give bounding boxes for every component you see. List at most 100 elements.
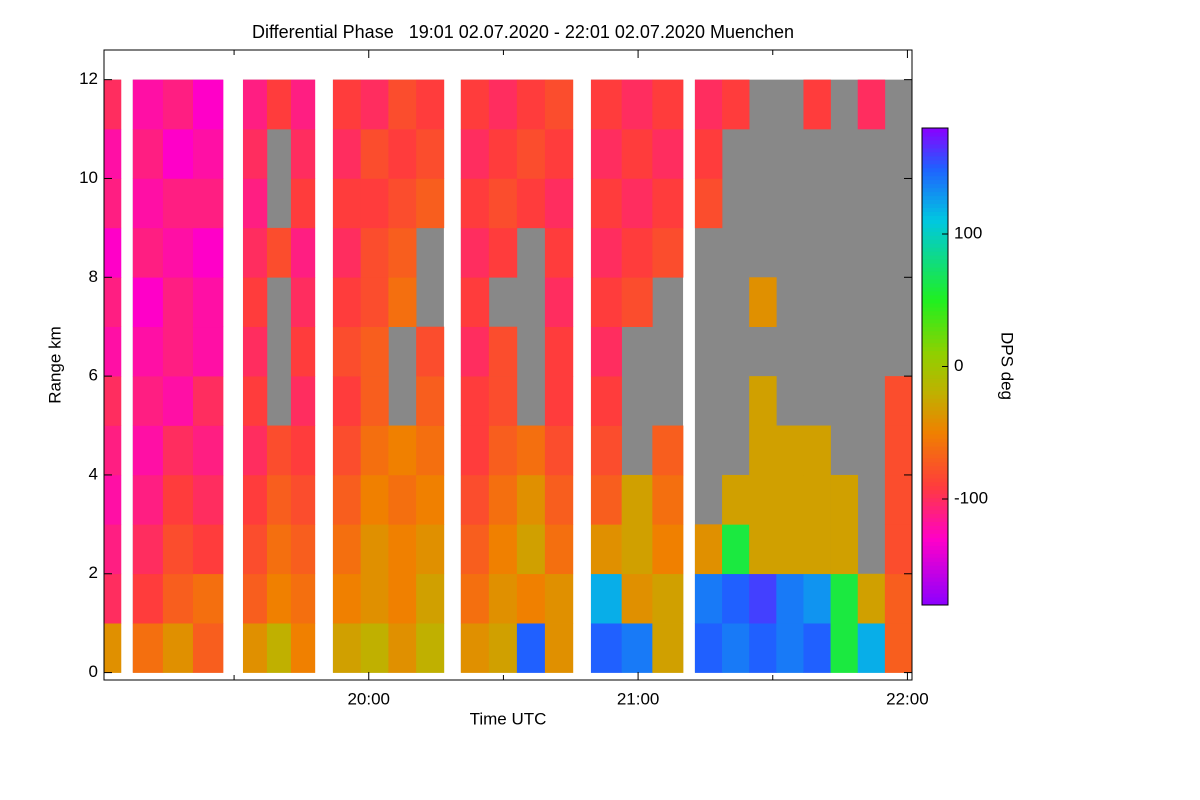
colorbar-step xyxy=(922,175,948,181)
heat-cell xyxy=(242,277,268,328)
colorbar-step xyxy=(922,203,948,208)
y-tick-label: 2 xyxy=(89,563,98,582)
heat-cell xyxy=(694,79,723,130)
heat-cell xyxy=(266,623,292,673)
colorbar-step xyxy=(922,283,948,288)
colorbar-step xyxy=(922,287,948,292)
colorbar-step xyxy=(922,418,948,423)
heat-cell xyxy=(162,524,194,575)
heat-cell xyxy=(132,425,164,476)
heat-cell xyxy=(332,623,361,673)
colorbar-step xyxy=(922,211,948,216)
y-axis-label: Range km xyxy=(45,326,64,403)
heat-cell xyxy=(290,623,316,673)
heat-cell xyxy=(104,277,122,328)
colorbar-step xyxy=(922,505,948,511)
heat-cell xyxy=(242,178,268,229)
heat-cell xyxy=(544,178,574,229)
heat-cell xyxy=(749,623,777,673)
colorbar-step xyxy=(922,155,948,161)
heat-cell xyxy=(544,129,574,179)
heat-cell xyxy=(266,474,292,525)
heat-cell xyxy=(416,474,445,525)
colorbar-step xyxy=(922,370,948,375)
heat-cell xyxy=(652,623,684,673)
heat-cell xyxy=(590,326,622,377)
heat-cell xyxy=(360,376,389,426)
heat-cell xyxy=(388,524,417,575)
heat-cell xyxy=(104,623,122,673)
colorbar-step xyxy=(922,438,948,443)
colorbar-step xyxy=(922,378,948,383)
heat-cell xyxy=(332,376,361,426)
colorbar-step xyxy=(922,251,948,256)
heat-cell xyxy=(162,425,194,476)
heat-cell xyxy=(290,524,316,575)
heat-cell xyxy=(266,573,292,624)
heat-cell xyxy=(722,79,750,130)
heat-cell xyxy=(132,326,164,377)
colorbar-step xyxy=(922,199,948,205)
colorbar-step xyxy=(922,322,948,328)
heat-cell xyxy=(290,178,316,229)
colorbar-step xyxy=(922,259,948,264)
heat-cell xyxy=(544,623,574,673)
heat-cell xyxy=(162,227,194,278)
heat-cell xyxy=(722,623,750,673)
heat-cell xyxy=(290,425,316,476)
heat-cell xyxy=(162,623,194,673)
colorbar-step xyxy=(922,191,948,197)
colorbar-step xyxy=(922,493,948,499)
colorbar-step xyxy=(922,398,948,403)
heat-cell xyxy=(621,178,653,229)
heat-cell xyxy=(884,573,913,624)
heat-cell xyxy=(460,474,490,525)
heat-cell xyxy=(516,524,546,575)
colorbar-step xyxy=(922,525,948,530)
heat-cell xyxy=(192,623,224,673)
heat-cell xyxy=(162,376,194,426)
colorbar-step xyxy=(922,406,948,411)
heat-cell xyxy=(884,623,913,673)
colorbar-step xyxy=(922,247,948,252)
heat-cell xyxy=(104,376,122,426)
heat-cell xyxy=(192,227,224,278)
heat-cell xyxy=(192,376,224,426)
heat-cell xyxy=(544,474,574,525)
heat-cell xyxy=(290,129,316,179)
heat-cell xyxy=(460,326,490,377)
heat-cell xyxy=(332,573,361,624)
heat-cell xyxy=(266,79,292,130)
heat-cell xyxy=(360,474,389,525)
colorbar-step xyxy=(922,569,948,574)
heat-cell xyxy=(192,524,224,575)
heat-cell xyxy=(749,474,777,525)
colorbar-step xyxy=(922,159,948,165)
heat-cell xyxy=(516,425,546,476)
colorbar-step xyxy=(922,314,948,320)
heat-cell xyxy=(416,524,445,575)
heat-cell xyxy=(132,623,164,673)
colorbar-step xyxy=(922,481,948,487)
heat-cell xyxy=(857,573,886,624)
heat-cell xyxy=(460,79,490,130)
heat-cell xyxy=(460,623,490,673)
heat-cell xyxy=(360,79,389,130)
heat-cell xyxy=(242,79,268,130)
heat-cell xyxy=(416,425,445,476)
heat-cell xyxy=(132,79,164,130)
colorbar-step xyxy=(922,422,948,427)
heat-cell xyxy=(652,425,684,476)
colorbar-step xyxy=(922,306,948,312)
heat-cell xyxy=(749,376,777,426)
x-tick-label: 22:00 xyxy=(886,689,929,708)
heat-cell xyxy=(830,524,859,575)
colorbar-step xyxy=(922,426,948,431)
colorbar-step xyxy=(922,601,948,606)
heat-cell xyxy=(388,425,417,476)
heat-cell xyxy=(544,326,574,377)
colorbar-step xyxy=(922,537,948,542)
heat-cell xyxy=(749,573,777,624)
heat-cell xyxy=(652,79,684,130)
heat-cell xyxy=(590,277,622,328)
